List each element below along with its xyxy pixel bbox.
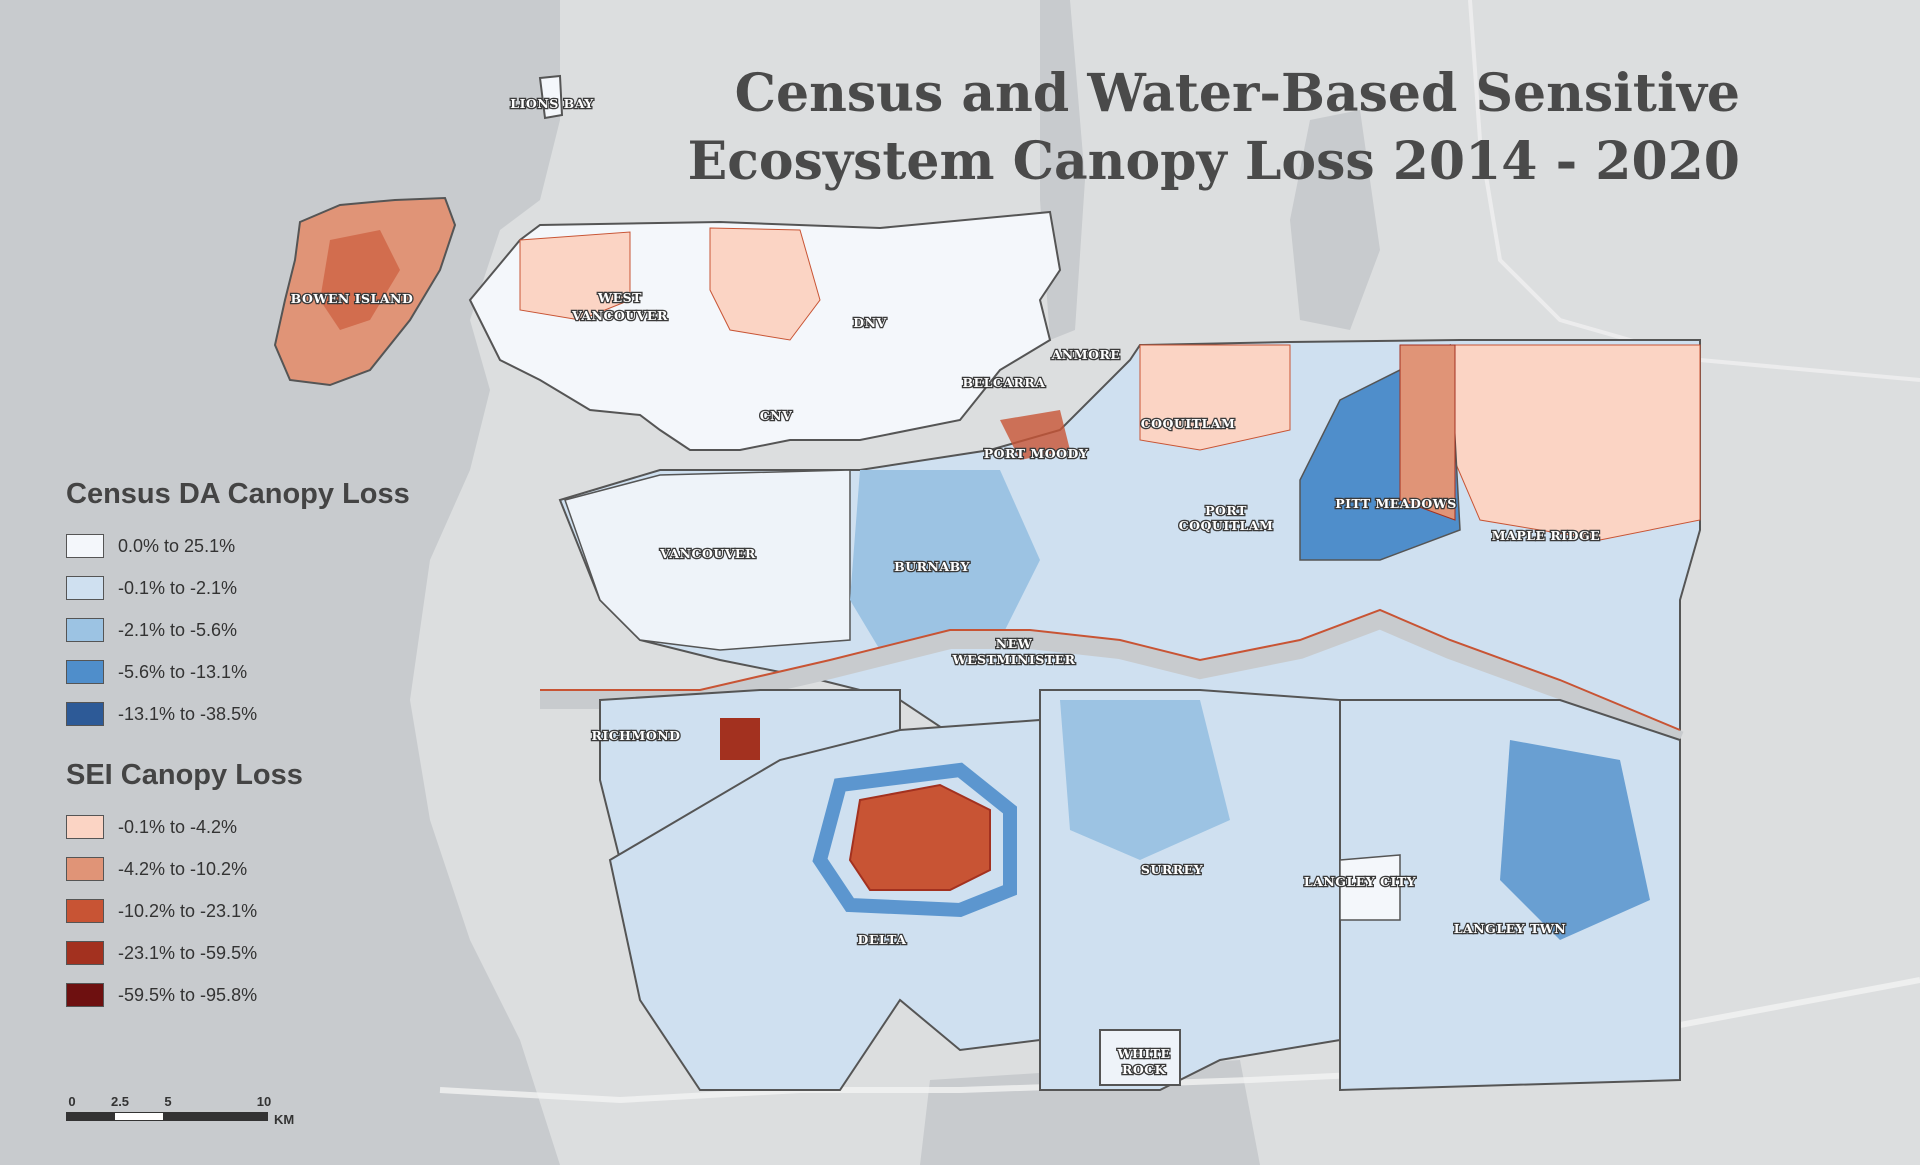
bowen-island-patch [320,230,400,330]
label-langley-city: LANGLEY CITY [1304,874,1417,889]
map-title-line-2: Ecosystem Canopy Loss 2014 - 2020 [687,131,1740,192]
scale-bar-ticks: 0 2.5 5 10 [66,1094,306,1112]
sei-legend-swatch [66,857,104,881]
census-legend-row: -2.1% to -5.6% [66,609,466,651]
fraser-river-channel [540,608,1681,731]
label-vancouver: VANCOUVER [659,546,756,561]
label-port-moody: PORT MOODY [984,446,1089,461]
label-anmore: ANMORE [1051,347,1121,362]
pitt-meadows-sei [1399,344,1456,521]
label-white-rock-2: ROCK [1122,1062,1167,1077]
census-legend-label: -2.1% to -5.6% [118,619,238,640]
label-pitt-meadows: PITT MEADOWS [1335,496,1457,511]
label-belcarra: BELCARRA [962,375,1045,390]
sei-legend-label: -10.2% to -23.1% [118,900,258,921]
sei-legend-row: -0.1% to -4.2% [66,806,466,848]
map-title-line-1: Census and Water-Based Sensitive [734,63,1740,124]
sei-legend-swatch [66,815,104,839]
white-rock-boundary [1099,1029,1181,1086]
label-richmond: RICHMOND [592,728,681,743]
sei-legend-label: -4.2% to -10.2% [118,858,248,879]
scale-bar-graphic [66,1112,268,1121]
census-legend-row: -5.6% to -13.1% [66,651,466,693]
census-legend-row: -0.1% to -2.1% [66,567,466,609]
label-maple-ridge: MAPLE RIDGE [1492,528,1600,543]
surrey-dense [1060,700,1230,860]
sei-legend-row: -4.2% to -10.2% [66,848,466,890]
scale-tick-10: 10 [256,1094,272,1109]
label-lions-bay: LIONS BAY [510,96,594,111]
lions-bay-boundary [538,74,564,120]
maple-ridge-sei [1449,344,1701,541]
legend-sei-list: -0.1% to -4.2% -4.2% to -10.2% -10.2% to -… [66,806,466,1016]
scale-tick-0: 0 [68,1094,76,1109]
west-vancouver-sei [519,231,631,321]
map-title: Census and Water-Based Sensitive Ecosyst… [688,60,1740,196]
label-west-vancouver-1: WEST [597,290,642,305]
census-legend-label: -5.6% to -13.1% [118,661,248,682]
census-legend-label: 0.0% to 25.1% [118,535,236,556]
label-langley-twn: LANGLEY TWN [1454,921,1566,936]
label-west-vancouver-2: VANCOUVER [571,308,668,323]
census-legend-swatch [66,534,104,558]
census-legend-row: -13.1% to -38.5% [66,693,466,735]
sei-legend-label: -0.1% to -4.2% [118,816,238,837]
fraser-river [540,610,1684,749]
sei-legend-row: -10.2% to -23.1% [66,890,466,932]
sei-legend-label: -59.5% to -95.8% [118,984,258,1005]
scale-tick-2-5: 2.5 [110,1094,130,1109]
legend-heading-census: Census DA Canopy Loss [66,478,410,510]
highway-line-north [1468,0,1920,382]
label-port-coquitlam-1: PORT [1205,503,1247,518]
scale-bar-unit: KM [274,1112,295,1127]
sei-legend-swatch [66,941,104,965]
label-white-rock-1: WHITE [1116,1046,1170,1061]
label-cnv: CNV [760,408,793,423]
census-legend-label: -13.1% to -38.5% [118,703,258,724]
census-legend-swatch [66,702,104,726]
coquitlam-sei [1139,344,1291,451]
sei-legend-swatch [66,983,104,1007]
sei-legend-row: -23.1% to -59.5% [66,932,466,974]
label-delta: DELTA [858,932,907,947]
langley-city-boundary [1339,854,1401,921]
richmond-sei [720,718,760,760]
water-pitt-lake [1290,110,1380,330]
delta-bog-loss [848,783,991,891]
census-legend-swatch [66,618,104,642]
label-coquitlam: COQUITLAM [1141,416,1236,431]
label-dnv: DNV [853,315,886,330]
census-legend-swatch [66,576,104,600]
sei-legend-label: -23.1% to -59.5% [118,942,258,963]
census-legend-label: -0.1% to -2.1% [118,577,238,598]
scale-bar: 0 2.5 5 10 KM [66,1094,306,1127]
label-bowen-island: BOWEN ISLAND [291,291,414,306]
port-moody-sei [1000,410,1070,460]
label-burnaby: BURNABY [894,559,970,574]
scale-tick-5: 5 [164,1094,172,1109]
vancouver-area [564,469,851,651]
langley-dense [1500,740,1650,940]
legend-heading-sei: SEI Canopy Loss [66,759,303,791]
water-howe-sound [430,0,560,210]
label-new-westminster-1: NEW [996,636,1033,651]
census-legend-row: 0.0% to 25.1% [66,525,466,567]
label-new-westminster-2: WESTMINISTER [951,652,1075,667]
label-surrey: SURREY [1141,862,1204,877]
label-port-coquitlam-2: COQUITLAM [1179,518,1274,533]
legend: Census DA Canopy Loss 0.0% to 25.1% -0.1%… [66,478,466,1016]
census-legend-swatch [66,660,104,684]
dnv-sei [709,227,821,341]
delta-bog-ring [812,762,1017,918]
sei-legend-row: -59.5% to -95.8% [66,974,466,1016]
legend-census-list: 0.0% to 25.1% -0.1% to -2.1% -2.1% to -5.6… [66,525,466,735]
sei-legend-swatch [66,899,104,923]
burnaby-dense [850,470,1040,650]
